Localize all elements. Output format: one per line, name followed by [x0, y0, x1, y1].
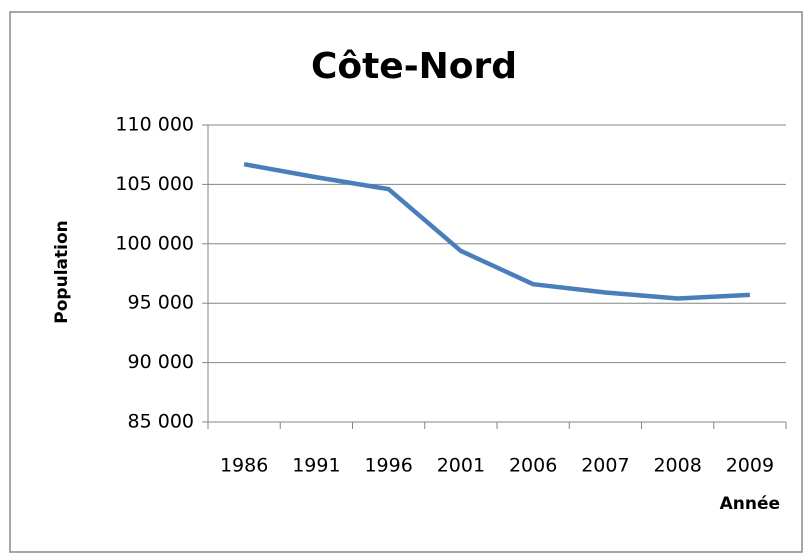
- x-tick-label: 1986: [220, 455, 268, 477]
- y-tick-label: 90 000: [128, 351, 194, 373]
- y-tick-label: 85 000: [128, 411, 194, 433]
- chart-frame: [9, 11, 803, 553]
- y-tick-label: 110 000: [115, 114, 194, 136]
- chart-title: Côte-Nord: [311, 46, 517, 87]
- x-tick-label: 2006: [509, 455, 557, 477]
- y-tick-label: 95 000: [128, 292, 194, 314]
- y-axis-title: Population: [52, 220, 72, 323]
- data-line: [243, 161, 750, 301]
- x-tick-label: 1996: [364, 455, 412, 477]
- y-tick-label: 105 000: [115, 173, 194, 195]
- x-tick-label: 2007: [581, 455, 629, 477]
- x-tick-label: 2009: [726, 455, 774, 477]
- x-axis-title: Année: [720, 494, 780, 514]
- x-tick-label: 1991: [292, 455, 340, 477]
- y-tick-label: 100 000: [115, 232, 194, 254]
- x-tick-label: 2008: [653, 455, 701, 477]
- x-tick-label: 2001: [437, 455, 485, 477]
